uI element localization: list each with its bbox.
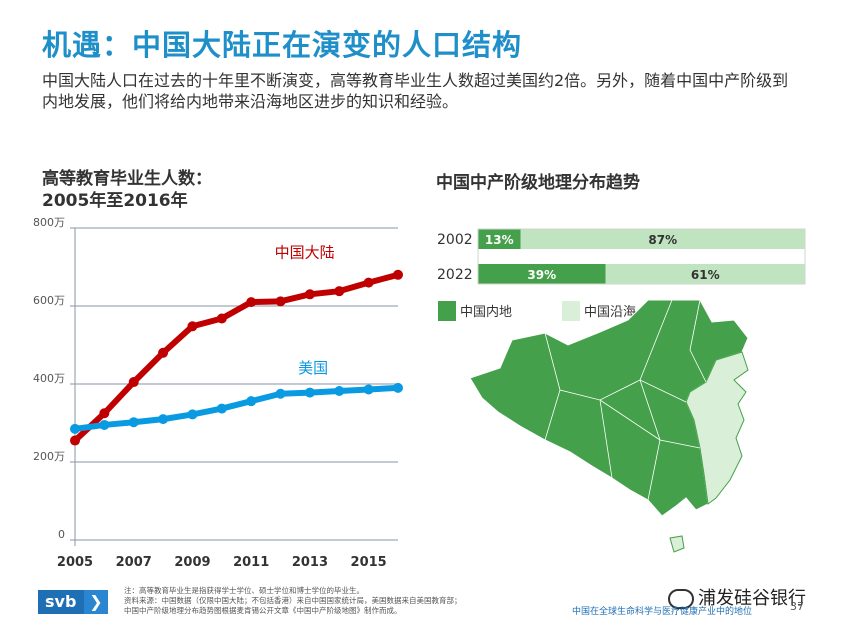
data-point <box>304 289 315 300</box>
data-point <box>99 408 110 419</box>
data-point <box>393 382 403 393</box>
page-footer-text: 中国在全球生命科学与医疗健康产业中的地位 <box>572 607 753 617</box>
y-tick-label: 200万 <box>33 450 65 463</box>
line-chart-title-line1: 高等教育毕业生人数： <box>42 169 212 189</box>
data-point <box>334 386 345 397</box>
data-point <box>304 387 315 398</box>
data-point <box>246 396 257 407</box>
wechat-account: 浦发硅谷银行 <box>668 584 806 610</box>
page-number: 37 <box>790 600 804 613</box>
bar-chart: 2002 13% 87% 2022 39% 61% 中国内地 中国沿海 <box>437 228 806 321</box>
footnote-line: 中国中产阶级地理分布趋势图根据麦肯锡公开文章《中国中产阶级地图》制作而成。 <box>124 606 402 615</box>
bar-segment <box>478 229 521 249</box>
data-point <box>275 388 286 399</box>
data-point <box>158 414 169 425</box>
data-point <box>246 297 257 308</box>
series-label: 美国 <box>298 359 328 377</box>
legend-swatch <box>562 301 580 321</box>
y-tick-label: 0 <box>58 528 65 541</box>
data-point <box>363 277 374 288</box>
china-map <box>469 299 749 553</box>
map-hainan-island <box>669 535 685 553</box>
x-tick-label: 2011 <box>233 555 269 570</box>
data-point <box>216 403 227 414</box>
line-chart: 0 200万 400万 600万 800万 2005 2007 2009 2011 2013 201… <box>33 216 403 570</box>
bar-value-label: 39% <box>527 268 556 282</box>
legend-label: 中国沿海 <box>584 305 636 320</box>
data-point <box>128 377 139 388</box>
bar-segment <box>478 264 606 284</box>
x-tick-label: 2005 <box>57 555 93 570</box>
data-point <box>99 419 110 430</box>
page-title: 机遇：中国大陆正在演变的人口结构 <box>42 28 523 62</box>
bar-category-label: 2002 <box>437 232 473 248</box>
data-point <box>334 286 345 297</box>
data-point <box>70 435 80 446</box>
bar-category-label: 2022 <box>437 267 473 283</box>
bar-segment <box>520 229 805 249</box>
wechat-icon <box>668 589 694 609</box>
series-line <box>72 271 401 444</box>
bar-value-label: 13% <box>485 233 514 247</box>
x-tick-label: 2013 <box>292 555 328 570</box>
y-tick-label: 400万 <box>33 372 65 385</box>
wechat-account-name: 浦发硅谷银行 <box>698 588 806 609</box>
legend-label: 中国内地 <box>460 304 512 320</box>
x-tick-label: 2007 <box>116 555 152 570</box>
bar-value-label: 61% <box>691 268 720 282</box>
footnote-line: 注：高等教育毕业生是指获得学士学位、硕士学位和博士学位的毕业生。 <box>124 586 364 595</box>
line-chart-title-line2: 2005年至2016年 <box>42 191 188 211</box>
legend-swatch <box>438 301 456 321</box>
bar-frame <box>477 228 806 285</box>
footnote: 注：高等教育毕业生是指获得学士学位、硕士学位和博士学位的毕业生。 资料来源：中国… <box>124 586 462 616</box>
x-tick-label: 2015 <box>351 555 387 570</box>
y-tick-label: 800万 <box>33 216 65 229</box>
data-point <box>363 384 374 395</box>
data-point <box>70 423 80 434</box>
data-point <box>187 409 198 420</box>
bar-segment <box>605 264 805 284</box>
data-point <box>275 296 286 307</box>
footnote-line: 资料来源：中国数据（仅限中国大陆；不包括香港）来自中国国家统计局，美国数据来自美… <box>124 596 462 605</box>
line-chart-title: 高等教育毕业生人数： 2005年至2016年 <box>42 168 212 212</box>
map-title: 中国中产阶级地理分布趋势 <box>436 173 640 193</box>
data-point <box>187 321 198 332</box>
data-point <box>393 269 403 280</box>
y-tick-label: 600万 <box>33 294 65 307</box>
page-subtitle: 中国大陆人口在过去的十年里不断演变，高等教育毕业生人数超过美国约2倍。另外，随着… <box>42 71 789 111</box>
svb-logo: svb ❯ <box>38 590 108 614</box>
bar-value-label: 87% <box>648 233 677 247</box>
data-point <box>128 417 139 428</box>
x-tick-label: 2009 <box>174 555 210 570</box>
series-label: 中国大陆 <box>275 243 335 261</box>
data-point <box>216 313 227 324</box>
data-point <box>158 347 169 358</box>
map-province-borders <box>544 299 707 501</box>
svb-logo-text: svb <box>45 592 77 611</box>
chevron-right-icon: ❯ <box>84 590 108 614</box>
